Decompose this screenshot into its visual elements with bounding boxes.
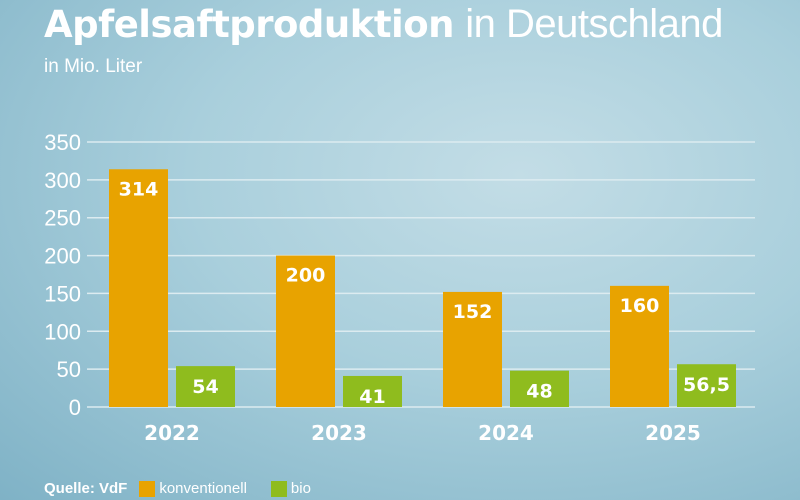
bar-konventionell-2022 <box>109 169 168 407</box>
data-label: 152 <box>453 301 493 323</box>
data-label: 56,5 <box>683 374 730 396</box>
data-label: 160 <box>620 295 660 317</box>
title-bold: Apfelsaftproduktion <box>44 3 454 46</box>
data-label: 41 <box>359 386 385 408</box>
bar-bio-2025 <box>677 364 736 407</box>
x-tick-label: 2022 <box>144 421 200 445</box>
data-label: 200 <box>286 265 326 287</box>
y-tick-label: 150 <box>44 281 81 306</box>
y-tick-label: 100 <box>44 319 81 344</box>
chart-subtitle: in Mio. Liter <box>44 56 143 77</box>
y-tick-label: 250 <box>44 206 81 231</box>
bar-bio-2023 <box>343 375 402 407</box>
legend-item-bio: bio <box>270 480 311 497</box>
y-tick-label: 50 <box>57 357 81 382</box>
y-tick-label: 200 <box>44 244 81 269</box>
source-note: Quelle: VdF <box>44 480 128 497</box>
bar-konventionell-2023 <box>276 255 335 407</box>
x-tick-label: 2023 <box>311 421 367 445</box>
y-tick-label: 0 <box>69 395 81 420</box>
bar-bio-2022 <box>176 366 235 407</box>
legend-label: konventionell <box>159 480 247 497</box>
title-rest: in Deutschland <box>465 2 723 46</box>
legend-item-konventionell: konventionell <box>139 480 247 497</box>
y-tick-label: 300 <box>44 168 81 193</box>
y-tick-label: 350 <box>44 130 81 155</box>
chart-title: Apfelsaftproduktion in Deutschland <box>44 2 723 47</box>
data-label: 314 <box>119 178 159 200</box>
bar-konventionell-2025 <box>610 285 669 407</box>
x-tick-label: 2025 <box>645 421 701 445</box>
data-label: 54 <box>192 376 218 398</box>
legend: Quelle: VdF konventionell bio <box>44 480 335 497</box>
bar-konventionell-2024 <box>443 291 502 407</box>
data-label: 48 <box>526 381 552 403</box>
legend-swatch-bio <box>270 480 287 497</box>
legend-label: bio <box>290 480 311 497</box>
legend-swatch-konventionell <box>139 480 156 497</box>
x-tick-label: 2024 <box>478 421 534 445</box>
bar-bio-2024 <box>510 370 569 407</box>
